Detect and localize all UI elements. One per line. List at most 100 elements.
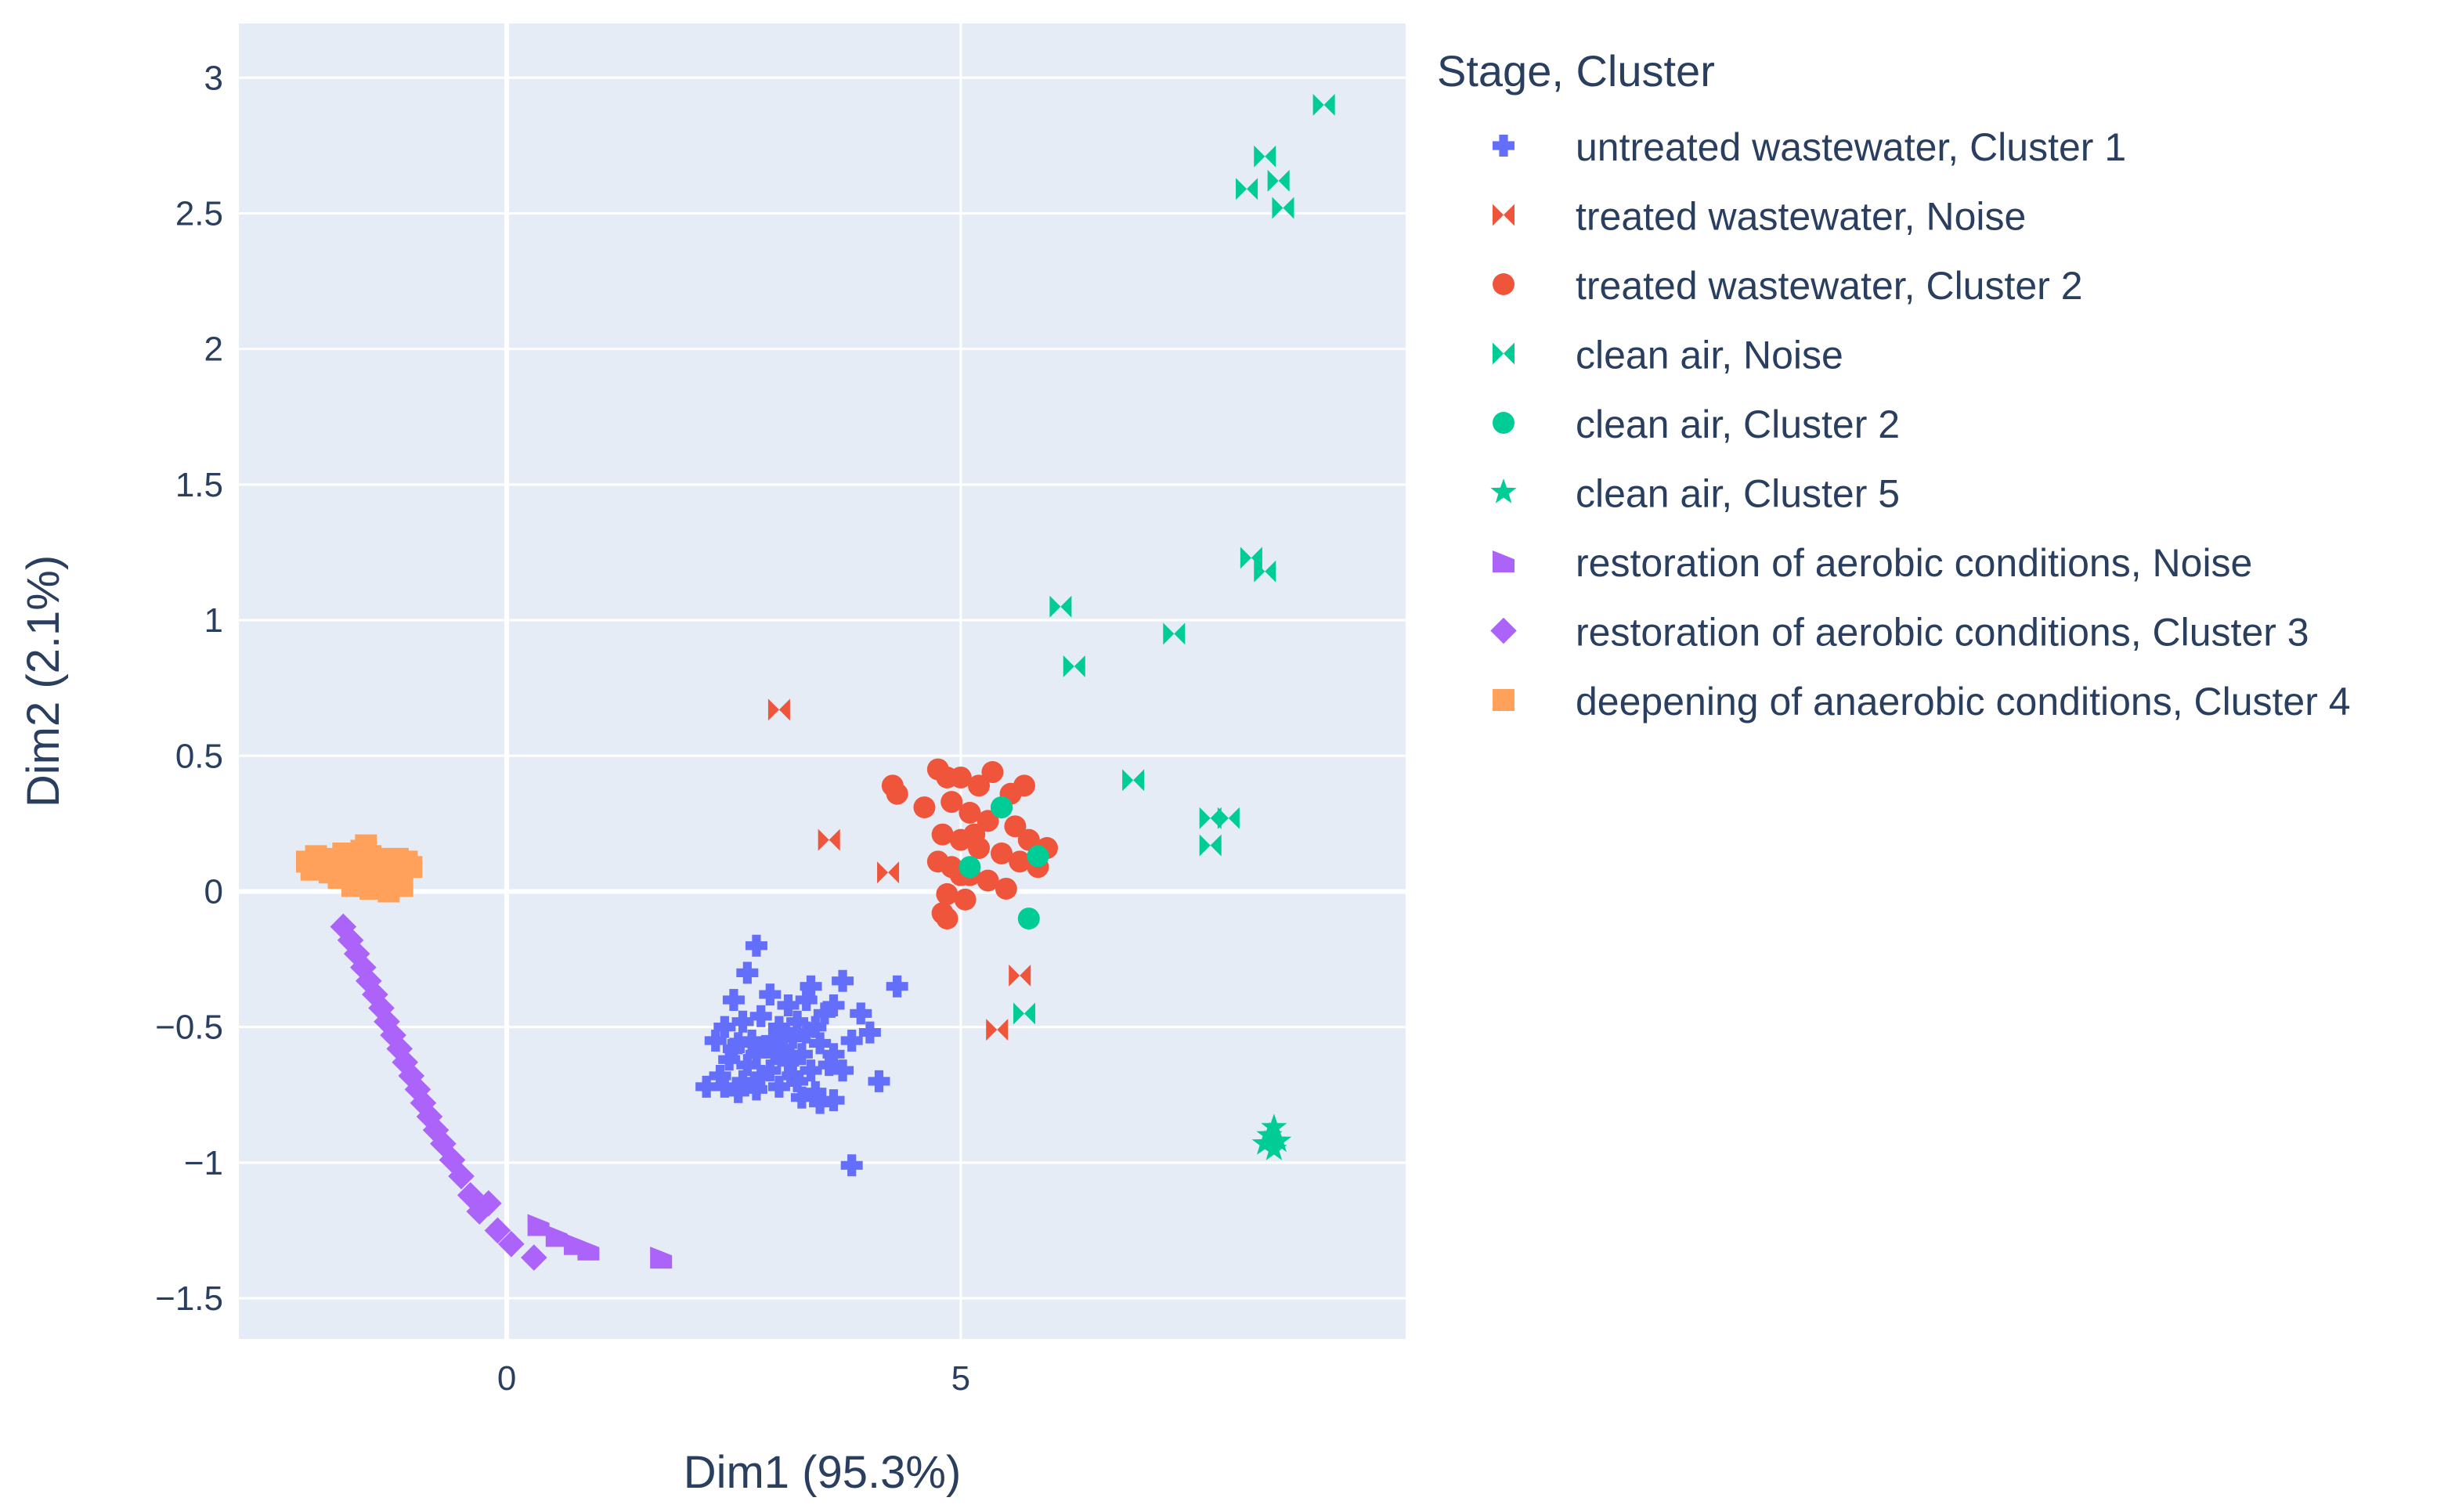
data-point: [786, 1070, 809, 1092]
data-point: [767, 698, 790, 721]
data-point: [722, 989, 745, 1012]
data-point: [475, 1190, 502, 1217]
legend[interactable]: untreated wastewater, Cluster 1 treated w…: [1490, 125, 2351, 724]
data-point: [1254, 560, 1276, 583]
legend-item[interactable]: treated wastewater, Noise: [1493, 195, 2026, 239]
data-point: [727, 1081, 749, 1103]
data-point: [1063, 655, 1085, 677]
data-point: [886, 975, 908, 998]
series-6: [1251, 1113, 1292, 1160]
data-point: [1272, 197, 1294, 219]
data-point: [832, 969, 854, 992]
data-point: [954, 888, 977, 911]
data-point: [1265, 1127, 1292, 1153]
data-point: [1163, 622, 1186, 645]
data-point: [795, 989, 818, 1012]
legend-label: clean air, Noise: [1576, 334, 1843, 377]
data-point: [704, 1029, 727, 1052]
legend-item[interactable]: clean air, Cluster 5: [1490, 472, 1900, 516]
data-point: [790, 1086, 813, 1109]
data-point: [727, 1032, 749, 1055]
data-point: [832, 1059, 854, 1082]
legend-marker: [1493, 204, 1515, 226]
data-point: [1267, 169, 1290, 192]
legend-item[interactable]: clean air, Noise: [1493, 334, 1843, 377]
data-point: [959, 802, 981, 824]
data-point: [484, 1217, 511, 1244]
legend-label: restoration of aerobic conditions, Noise: [1576, 541, 2252, 585]
data-point: [764, 1029, 786, 1052]
data-point: [1009, 964, 1031, 987]
series-7: [527, 1214, 673, 1269]
legend-item[interactable]: deepening of anaerobic conditions, Clust…: [1493, 680, 2351, 724]
legend-marker: [1493, 550, 1515, 572]
data-point: [850, 1002, 872, 1025]
data-point: [1261, 1135, 1287, 1160]
data-point: [1122, 769, 1145, 792]
x-axis-title: Dim1 (95.3%): [684, 1447, 962, 1498]
data-point: [936, 882, 959, 905]
data-point: [858, 1021, 881, 1044]
data-point: [977, 810, 999, 832]
data-point: [341, 875, 363, 897]
legend-marker: [1493, 135, 1515, 157]
y-tick-label: 2: [204, 330, 223, 369]
legend-label: treated wastewater, Cluster 2: [1576, 264, 2083, 308]
data-point: [759, 1059, 782, 1082]
data-point: [400, 856, 423, 879]
series-5: [959, 796, 1049, 930]
data-point: [782, 1065, 804, 1087]
data-point: [498, 1230, 525, 1258]
y-tick-label: 1: [204, 601, 223, 640]
data-point: [1017, 828, 1040, 851]
data-point: [448, 1163, 475, 1189]
x-tick-label: 0: [497, 1359, 516, 1398]
gridlines: [239, 23, 1406, 1339]
legend-label: restoration of aerobic conditions, Clust…: [1576, 611, 2309, 655]
data-point: [818, 1054, 840, 1077]
data-point: [527, 1214, 550, 1236]
data-point: [1236, 178, 1258, 200]
legend-item[interactable]: treated wastewater, Cluster 2: [1493, 264, 2083, 308]
data-point: [991, 796, 1013, 819]
data-point: [782, 1027, 804, 1049]
y-axis-title: Dim2 (2.1%): [18, 555, 69, 807]
data-point: [300, 858, 323, 881]
legend-marker: [1493, 342, 1515, 365]
data-point: [1251, 1130, 1278, 1155]
data-point: [777, 994, 800, 1016]
data-point: [800, 975, 822, 998]
data-point: [936, 908, 959, 930]
data-point: [795, 1021, 818, 1044]
y-tick-labels: 3 2.5 2 1.5 1 0.5 0 −0.5 −1 −1.5: [155, 59, 223, 1318]
legend-marker: [1493, 412, 1515, 434]
data-point: [1004, 815, 1027, 838]
legend-item[interactable]: restoration of aerobic conditions, Clust…: [1490, 611, 2309, 655]
data-point: [877, 861, 900, 884]
data-point: [1256, 1121, 1283, 1147]
data-point: [749, 1065, 772, 1087]
data-point: [736, 1054, 759, 1077]
data-point: [337, 927, 364, 954]
data-point: [809, 1092, 832, 1114]
data-point: [981, 761, 1004, 784]
data-point: [1013, 1002, 1035, 1025]
data-point: [709, 1065, 731, 1087]
data-point: [968, 774, 991, 797]
data-point: [722, 1037, 745, 1060]
legend-label: clean air, Cluster 5: [1576, 472, 1900, 516]
data-point: [713, 1075, 736, 1098]
data-point: [949, 766, 972, 788]
x-tick-label: 5: [951, 1359, 970, 1398]
legend-item[interactable]: untreated wastewater, Cluster 1: [1493, 125, 2126, 169]
data-point: [868, 1070, 890, 1092]
legend-item[interactable]: restoration of aerobic conditions, Noise: [1493, 541, 2252, 585]
data-point: [343, 940, 370, 967]
legend-marker: [1493, 689, 1515, 711]
data-point: [754, 1034, 777, 1057]
data-point: [1009, 850, 1031, 873]
data-point: [745, 934, 767, 957]
data-point: [1013, 774, 1035, 797]
legend-item[interactable]: clean air, Cluster 2: [1493, 402, 1900, 446]
